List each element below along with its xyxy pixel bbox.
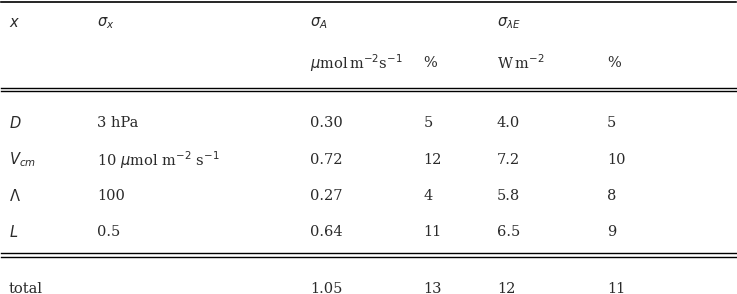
Text: $V_{cm}$: $V_{cm}$	[9, 150, 35, 169]
Text: 9: 9	[607, 225, 616, 239]
Text: $x$: $x$	[9, 16, 20, 30]
Text: 0.5: 0.5	[97, 225, 120, 239]
Text: 0.27: 0.27	[310, 189, 342, 203]
Text: total: total	[9, 282, 43, 294]
Text: 11: 11	[607, 282, 626, 294]
Text: $L$: $L$	[9, 224, 18, 240]
Text: 4: 4	[424, 189, 433, 203]
Text: 1.05: 1.05	[310, 282, 342, 294]
Text: 0.72: 0.72	[310, 153, 342, 167]
Text: %: %	[607, 56, 621, 70]
Text: $\Lambda$: $\Lambda$	[9, 188, 21, 204]
Text: 6.5: 6.5	[497, 225, 520, 239]
Text: 0.64: 0.64	[310, 225, 343, 239]
Text: $\mu$mol$\,$m$^{-2}$s$^{-1}$: $\mu$mol$\,$m$^{-2}$s$^{-1}$	[310, 52, 402, 74]
Text: 12: 12	[497, 282, 515, 294]
Text: 5.8: 5.8	[497, 189, 520, 203]
Text: $\sigma_x$: $\sigma_x$	[97, 15, 114, 31]
Text: $\sigma_A$: $\sigma_A$	[310, 15, 327, 31]
Text: %: %	[424, 56, 437, 70]
Text: 11: 11	[424, 225, 441, 239]
Text: 13: 13	[424, 282, 442, 294]
Text: 3 hPa: 3 hPa	[97, 116, 139, 131]
Text: $\sigma_{\lambda E}$: $\sigma_{\lambda E}$	[497, 15, 521, 31]
Text: W$\,$m$^{-2}$: W$\,$m$^{-2}$	[497, 54, 545, 72]
Text: $D$: $D$	[9, 116, 21, 131]
Text: 10 $\mu$mol m$^{-2}$ s$^{-1}$: 10 $\mu$mol m$^{-2}$ s$^{-1}$	[97, 149, 220, 171]
Text: 100: 100	[97, 189, 125, 203]
Text: 5: 5	[424, 116, 433, 131]
Text: 5: 5	[607, 116, 616, 131]
Text: 10: 10	[607, 153, 626, 167]
Text: 12: 12	[424, 153, 442, 167]
Text: 8: 8	[607, 189, 616, 203]
Text: 0.30: 0.30	[310, 116, 343, 131]
Text: 7.2: 7.2	[497, 153, 520, 167]
Text: 4.0: 4.0	[497, 116, 520, 131]
